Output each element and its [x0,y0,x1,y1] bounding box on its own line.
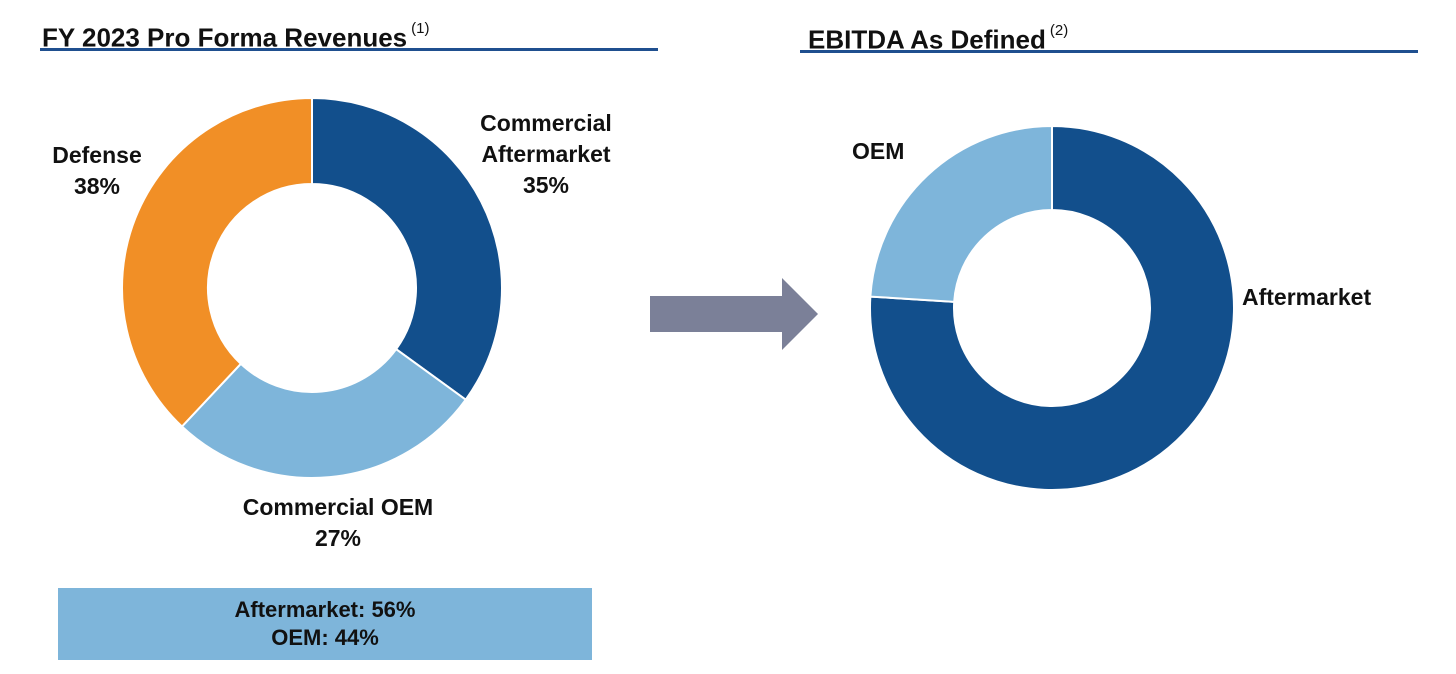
donut-slice-defense [121,96,313,428]
right-panel-title-text: EBITDA As Defined [808,24,1046,55]
left-panel-footnote: (1) [411,20,430,37]
right-arrow-icon [650,278,818,350]
summary-aftermarket: Aftermarket: 56% [234,597,416,622]
right-title-underline [800,50,1418,53]
label-ebitda-oem: OEM [852,138,905,164]
label-commercial-aftermarket-value: 35% [522,172,570,198]
label-commercial-aftermarket-line1: Commercial [480,110,612,136]
donut-slice-aftermarket [869,124,1235,491]
left-panel-title: FY 2023 Pro Forma Revenues (1) [42,18,429,53]
donut-slice-commercial-oem [180,347,468,479]
label-ebitda-aftermarket: Aftermarket [1242,284,1372,310]
label-defense-value: 38% [73,173,121,199]
revenue-mix-summary: Aftermarket: 56% OEM: 44% [58,588,592,660]
arrow-shape [650,278,818,350]
donut-slice-oem [869,124,1053,303]
right-panel-footnote: (2) [1049,22,1069,39]
ebitda-donut [869,124,1235,491]
label-defense: Defense 38% [42,140,152,202]
revenue-donut [121,96,503,479]
left-panel-title-text: FY 2023 Pro Forma Revenues [42,22,408,53]
donut-slice-commercial-aftermarket [311,96,503,402]
label-commercial-oem-value: 27% [314,525,362,551]
label-commercial-aftermarket-line2: Aftermarket [481,141,611,167]
label-commercial-oem-line1: Commercial OEM [242,494,434,520]
label-commercial-aftermarket: Commercial Aftermarket 35% [468,108,624,201]
label-commercial-oem: Commercial OEM 27% [236,492,440,554]
summary-oem: OEM: 44% [271,625,379,650]
label-defense-line1: Defense [52,142,142,168]
right-panel-title: EBITDA As Defined (2) [808,20,1068,55]
left-title-underline [40,48,658,51]
